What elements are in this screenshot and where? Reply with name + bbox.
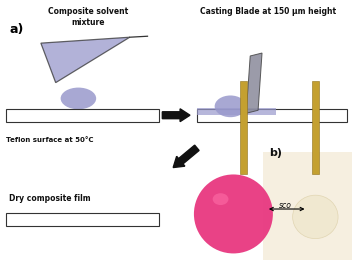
Bar [240, 81, 247, 175]
FancyArrow shape [173, 145, 199, 168]
Bar [6, 213, 159, 226]
Bar [6, 214, 159, 219]
Text: Casting Blade at 150 μm height: Casting Blade at 150 μm height [200, 7, 336, 16]
Bar [312, 81, 319, 175]
Text: sco: sco [279, 201, 292, 210]
Bar [263, 152, 352, 260]
Ellipse shape [213, 193, 229, 205]
Text: a): a) [9, 23, 24, 36]
Text: Dry composite film: Dry composite film [9, 194, 91, 203]
Ellipse shape [194, 175, 273, 253]
Ellipse shape [215, 96, 246, 117]
Polygon shape [41, 37, 130, 83]
Polygon shape [246, 53, 262, 113]
Bar [197, 109, 347, 122]
Bar [197, 108, 276, 115]
Ellipse shape [61, 88, 96, 109]
Text: b): b) [269, 148, 282, 158]
Ellipse shape [293, 195, 338, 239]
FancyArrow shape [162, 109, 190, 122]
Text: Teflon surface at 50°C: Teflon surface at 50°C [6, 137, 94, 143]
Text: Composite solvent
mixture: Composite solvent mixture [48, 7, 129, 27]
Bar [6, 109, 159, 122]
